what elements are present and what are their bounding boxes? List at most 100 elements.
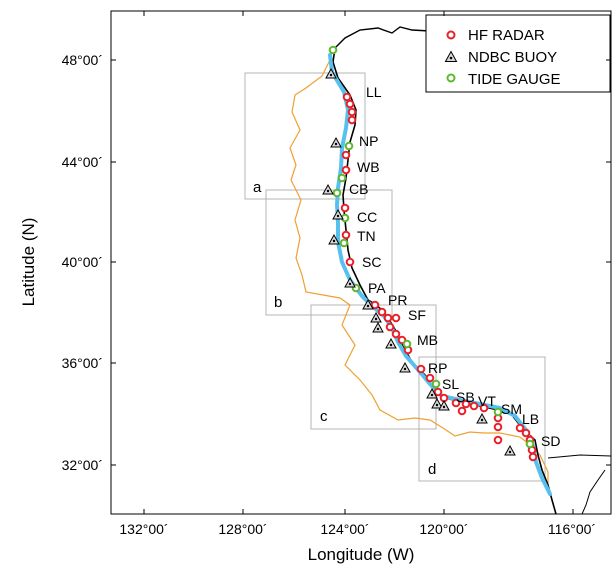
buoy-site [438,399,450,411]
radar-site [416,364,426,374]
buoy-site [362,298,374,310]
radar-site [370,300,380,310]
radar-site [469,401,479,411]
radar-site [425,373,435,383]
radar-site [457,406,467,416]
radar-site [377,307,387,317]
radar-site [493,435,503,445]
site-label: SM [501,401,522,417]
site-label: SF [408,307,426,323]
radar-site [341,230,351,240]
buoy-site [344,276,356,288]
legend-label-tide-gauge: TIDE GAUGE [468,71,561,88]
site-label: VT [478,393,496,409]
site-label: SC [362,254,381,270]
legend-radar-marker [446,30,456,40]
y-axis-title: Latitude (N) [19,218,38,307]
ndbc-buoy-sites [322,67,516,456]
region-label: b [274,294,282,311]
buoy-site [330,136,342,148]
site-label: NP [359,133,378,149]
site-label: MB [417,332,438,348]
radar-site [515,423,525,433]
tide-gauge-site [431,379,441,389]
region-labels: a b c d [253,179,436,478]
buoy-site [328,233,340,245]
radar-site [451,398,461,408]
radar-site [461,399,471,409]
site-label: LB [522,411,539,427]
radar-site [493,422,503,432]
tide-gauge-site [328,45,338,55]
site-label: WB [357,159,380,175]
legend-label-hf-radar: HF RADAR [468,27,545,44]
buoy-site [426,387,438,399]
site-label: PA [368,280,386,296]
tide-gauge-site [525,439,535,449]
site-label: LL [366,84,382,100]
y-tick-label: 44°00´ [62,154,103,170]
legend-label-ndbc-buoy: NDBC BUOY [468,49,557,66]
legend-box [425,14,611,93]
tide-gauge-site [344,141,354,151]
x-axis-title: Longitude (W) [308,545,415,564]
buoy-site [504,444,516,456]
buoy-site [399,361,411,373]
site-label: TN [357,228,376,244]
y-tick-label: 48°00´ [62,52,103,68]
buoy-site [332,208,344,220]
radar-site [383,313,393,323]
buoy-site [325,67,337,79]
y-axis: 48°00´ 44°00´ 40°00´ 36°00´ 32°00´ [62,52,611,473]
buoy-site [372,321,384,333]
site-label: RP [428,360,447,376]
radar-site [391,313,401,323]
radar-site [347,115,357,125]
site-label: SB [456,389,475,405]
legend: HF RADAR NDBC BUOY TIDE GAUGE [425,14,611,93]
offshore-contour-line [289,59,549,488]
radar-site [340,203,350,213]
x-tick-label: 124°00´ [320,521,369,537]
x-tick-label: 120°00´ [419,521,468,537]
radar-site [342,92,352,102]
radar-site [345,257,355,267]
site-labels: LL NP WB CB CC TN SC PA PR SF MB RP SL S… [349,84,560,449]
buoy-site [322,183,334,195]
radar-site [433,387,443,397]
radar-site [479,403,489,413]
radar-site [345,99,355,109]
radar-site [385,322,395,332]
y-tick-label: 32°00´ [62,457,103,473]
hf-radar-sites [340,92,538,462]
radar-site [528,452,538,462]
legend-tide-marker [446,73,456,83]
site-label: SL [442,376,459,392]
x-tick-label: 116°00´ [548,521,596,537]
coastal-current [328,53,552,496]
coastline-baja-east [581,469,606,515]
tide-gauge-site [337,173,347,183]
buoy-site [385,337,397,349]
legend-buoy-marker [444,50,458,62]
x-axis: 132°00´ 128°00´ 124°00´ 120°00´ 116°00´ [119,11,596,537]
buoy-site [476,412,488,424]
tide-gauge-site [332,188,342,198]
region-box-a [244,72,366,200]
buoy-site [370,311,382,323]
radar-site [521,428,531,438]
buoy-site [431,397,443,409]
site-label: CB [349,181,368,197]
site-label: CC [357,209,377,225]
tide-gauge-sites [328,45,535,449]
border-line [547,454,612,459]
x-tick-label: 132°00´ [119,521,168,537]
tide-gauge-site [493,407,503,417]
region-label: a [253,179,262,196]
radar-site [341,150,351,160]
radar-site [341,165,351,175]
y-tick-label: 36°00´ [62,355,103,371]
region-label: c [320,408,328,425]
tide-gauge-site [339,238,349,248]
